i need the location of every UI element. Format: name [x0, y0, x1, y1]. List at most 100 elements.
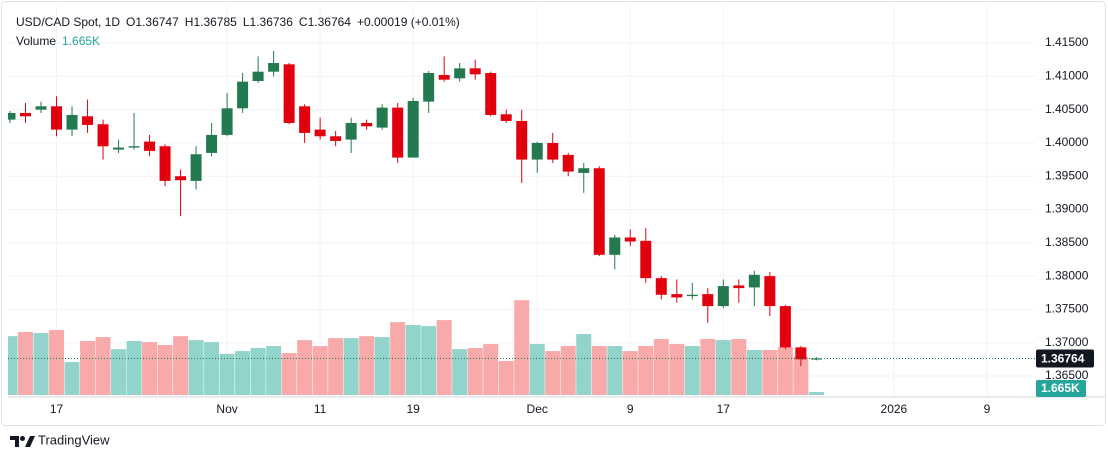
candle-body: [485, 73, 497, 115]
candle-body: [392, 107, 404, 158]
candle-body: [20, 112, 32, 117]
y-tick-label: 1.41500: [1045, 35, 1089, 49]
volume-bar: [8, 336, 18, 395]
y-tick-label: 1.41000: [1045, 69, 1089, 83]
candle-body: [655, 278, 667, 295]
candle-body: [779, 306, 791, 348]
volume-bar: [576, 333, 592, 395]
y-tick-label: 1.40500: [1045, 102, 1089, 116]
volume-bar: [64, 362, 80, 395]
volume-bar: [142, 342, 158, 395]
candle-body: [640, 240, 652, 279]
volume-bar: [467, 348, 483, 395]
volume-bar: [545, 351, 561, 395]
volume-bar: [653, 339, 669, 395]
volume-title: Volume: [16, 34, 56, 48]
axes: 1.41500 1.41000 1.40500 1.40000 1.39500 1.390…: [50, 35, 1094, 416]
volume-bar: [684, 346, 700, 395]
legend-title: USD/CAD Spot, 1D: [16, 15, 120, 29]
candle-body: [795, 347, 807, 360]
legend-value: 1.36736: [250, 15, 294, 29]
candle-body: [469, 68, 481, 75]
last-price-tag: [1036, 349, 1094, 368]
volume-bar: [219, 353, 235, 395]
volume-bar: [374, 337, 390, 395]
volume-bar: [359, 336, 375, 395]
y-tick-label: 1.37000: [1045, 335, 1089, 349]
x-tick-label: 17: [717, 402, 731, 416]
y-tick-label: 1.36500: [1045, 368, 1089, 382]
last-volume-label: 1.665K: [1041, 381, 1080, 395]
legend-volume: Volume 1.665K: [16, 34, 100, 48]
candle-body: [361, 122, 373, 127]
legend-prefix: H: [185, 15, 194, 29]
volume-bar: [49, 330, 65, 395]
chart-frame: [1, 1, 1106, 426]
y-tick-label: 1.37500: [1045, 302, 1089, 316]
volume-bar: [343, 338, 359, 395]
volume-bar: [126, 341, 142, 395]
volume-bar: [33, 333, 49, 395]
candle-body: [671, 294, 683, 298]
candle-body: [345, 122, 357, 140]
candle-body: [547, 142, 559, 160]
x-tick-label: 11: [314, 402, 327, 416]
volume-bar: [777, 347, 793, 395]
volume-bar: [390, 322, 406, 395]
candle-body: [128, 146, 140, 148]
candle-body: [609, 237, 621, 255]
candle-body: [82, 116, 94, 125]
candle-body: [159, 146, 171, 181]
candle-body: [578, 168, 590, 173]
candle-body: [283, 64, 295, 123]
volume-bar: [514, 300, 530, 395]
candle-body: [764, 276, 776, 307]
volume-bar: [80, 341, 96, 395]
volume-bar: [700, 339, 716, 395]
volume-bar: [281, 353, 297, 395]
volume-value: 1.665K: [62, 34, 100, 48]
volume-bar: [483, 344, 499, 395]
volume-bar: [746, 350, 762, 395]
candle-body: [190, 154, 202, 181]
volume-bar: [591, 346, 607, 395]
volume-pane: [8, 300, 824, 395]
volume-bar: [421, 326, 437, 395]
volume-bar: [731, 339, 747, 395]
y-tick-label: 1.38500: [1045, 235, 1089, 249]
candle-body: [314, 129, 326, 137]
x-tick-label: 2026: [881, 402, 908, 416]
legend-value: 1.36785: [193, 15, 237, 29]
volume-bar: [762, 350, 778, 395]
candle-body: [438, 74, 450, 80]
price-pane: [8, 51, 1035, 367]
candle-body: [500, 114, 512, 121]
candle-body: [423, 73, 435, 102]
candle-body: [66, 114, 78, 130]
candle-body: [144, 141, 156, 151]
volume-bar: [266, 346, 282, 395]
candle-body: [51, 106, 63, 130]
volume-bar: [452, 349, 468, 395]
volume-bar: [95, 337, 111, 395]
candle-body: [733, 285, 745, 289]
last-price-label: 1.36764: [1041, 352, 1085, 366]
candle-body: [516, 120, 528, 160]
legend-change: +0.00019 (+0.01%): [357, 15, 460, 29]
volume-bar: [297, 340, 313, 395]
candle-body: [299, 106, 311, 133]
volume-bar: [638, 346, 654, 395]
x-tick-label: 9: [627, 402, 634, 416]
volume-bar: [328, 338, 344, 395]
candle-body: [175, 176, 187, 181]
candle-body: [702, 294, 714, 307]
volume-bar: [715, 340, 731, 395]
volume-bar: [204, 342, 220, 395]
candle-body: [97, 124, 109, 147]
candle-body: [686, 294, 698, 297]
volume-bar: [436, 320, 452, 395]
volume-bar: [111, 349, 127, 395]
candle-body: [252, 71, 264, 81]
y-tick-label: 1.40000: [1045, 135, 1089, 149]
